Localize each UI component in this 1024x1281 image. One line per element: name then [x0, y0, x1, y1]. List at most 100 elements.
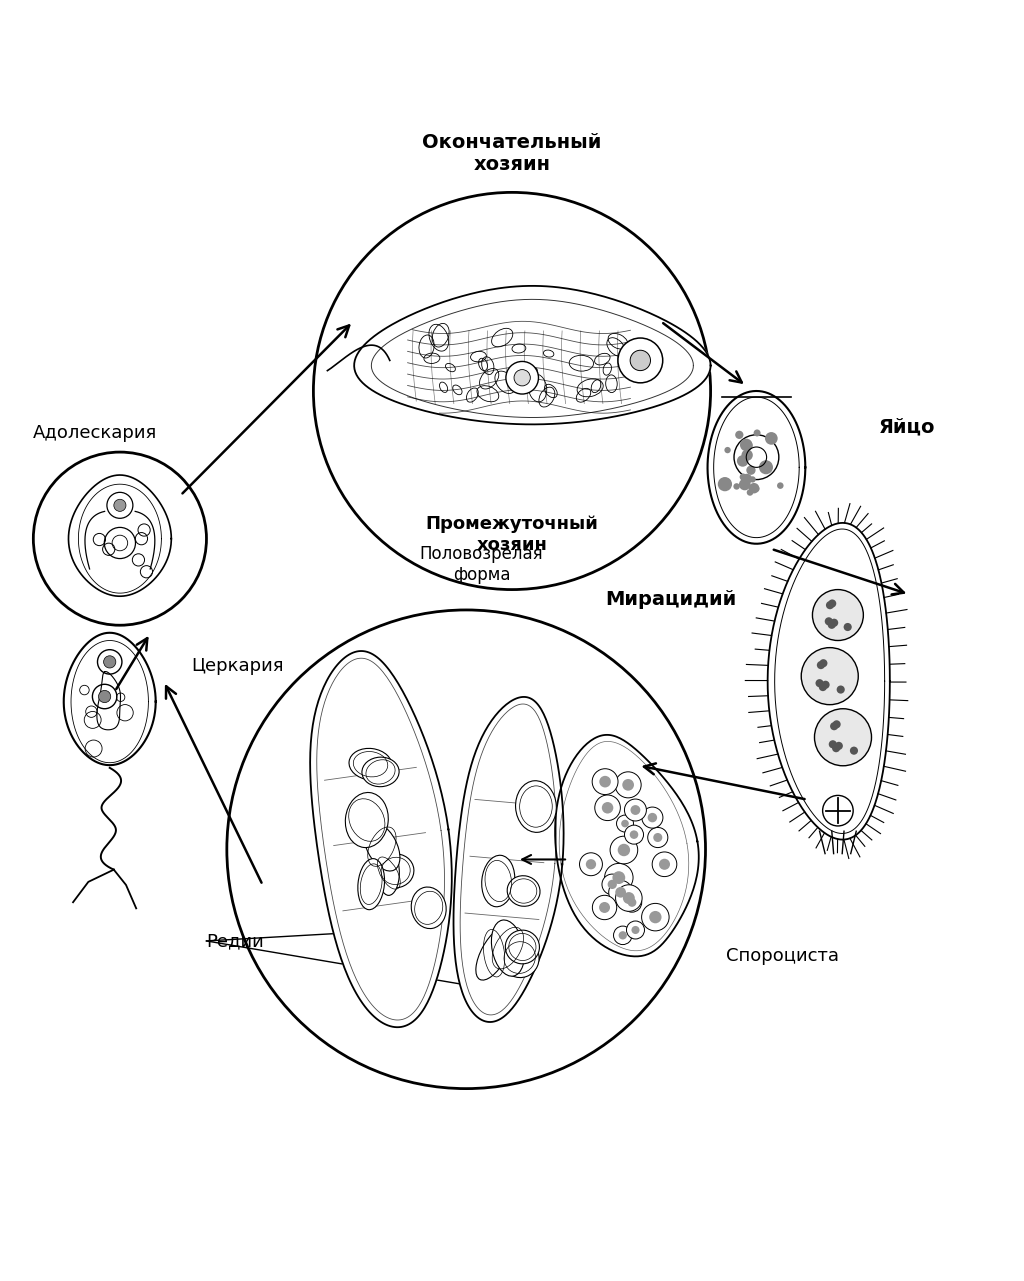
- Circle shape: [642, 807, 663, 828]
- Circle shape: [826, 601, 835, 610]
- Circle shape: [625, 825, 643, 844]
- Circle shape: [649, 911, 662, 924]
- Circle shape: [617, 844, 630, 856]
- Circle shape: [602, 802, 613, 813]
- Circle shape: [737, 455, 749, 466]
- Circle shape: [617, 338, 663, 383]
- Circle shape: [592, 895, 616, 920]
- Circle shape: [812, 589, 863, 640]
- Polygon shape: [708, 391, 805, 543]
- Circle shape: [733, 483, 740, 489]
- Polygon shape: [768, 523, 890, 839]
- Circle shape: [506, 361, 539, 395]
- Circle shape: [718, 477, 732, 492]
- Ellipse shape: [476, 926, 512, 980]
- Circle shape: [622, 820, 629, 828]
- Circle shape: [630, 350, 650, 370]
- Circle shape: [741, 450, 753, 461]
- Circle shape: [630, 830, 638, 839]
- Circle shape: [740, 438, 753, 451]
- Circle shape: [835, 742, 843, 749]
- Ellipse shape: [361, 757, 399, 787]
- Circle shape: [610, 836, 638, 863]
- Text: Яйцо: Яйцо: [879, 418, 935, 436]
- Ellipse shape: [515, 780, 556, 833]
- Circle shape: [817, 661, 825, 669]
- Circle shape: [844, 623, 852, 632]
- Polygon shape: [69, 475, 171, 596]
- Circle shape: [828, 600, 837, 607]
- Circle shape: [599, 902, 610, 913]
- Circle shape: [819, 660, 827, 667]
- Ellipse shape: [412, 886, 446, 929]
- Circle shape: [746, 489, 754, 496]
- Circle shape: [815, 679, 823, 687]
- Circle shape: [828, 740, 837, 748]
- Text: Спороциста: Спороциста: [726, 947, 839, 965]
- Circle shape: [623, 892, 635, 904]
- Circle shape: [580, 853, 602, 876]
- Circle shape: [830, 722, 839, 730]
- Circle shape: [724, 447, 731, 453]
- Ellipse shape: [349, 748, 392, 780]
- Circle shape: [735, 430, 743, 439]
- Circle shape: [741, 474, 753, 484]
- Polygon shape: [63, 633, 156, 765]
- Circle shape: [653, 833, 663, 842]
- Circle shape: [759, 460, 773, 474]
- Circle shape: [628, 898, 636, 907]
- Text: Адолескария: Адолескария: [34, 424, 158, 442]
- Circle shape: [833, 744, 840, 752]
- Circle shape: [648, 828, 668, 848]
- Circle shape: [607, 880, 616, 889]
- Polygon shape: [454, 697, 563, 1022]
- Circle shape: [627, 921, 644, 939]
- Circle shape: [623, 779, 634, 790]
- Polygon shape: [354, 286, 711, 424]
- Ellipse shape: [507, 876, 540, 906]
- Text: Редии: Редии: [207, 933, 264, 951]
- Circle shape: [827, 621, 836, 629]
- Circle shape: [103, 656, 116, 667]
- Ellipse shape: [501, 938, 539, 977]
- Circle shape: [814, 708, 871, 766]
- Circle shape: [613, 926, 632, 944]
- Circle shape: [625, 799, 646, 821]
- Circle shape: [608, 880, 633, 904]
- Circle shape: [765, 432, 777, 445]
- Circle shape: [754, 429, 761, 437]
- Text: Церкария: Церкария: [191, 657, 284, 675]
- Circle shape: [821, 680, 829, 689]
- Circle shape: [616, 815, 634, 833]
- Circle shape: [631, 804, 640, 815]
- Ellipse shape: [357, 858, 385, 910]
- Circle shape: [822, 796, 853, 826]
- Ellipse shape: [378, 851, 399, 895]
- Circle shape: [742, 441, 753, 451]
- Circle shape: [652, 852, 677, 876]
- Text: Промежуточный
хозяин: Промежуточный хозяин: [426, 515, 598, 553]
- Circle shape: [602, 874, 623, 894]
- Circle shape: [850, 747, 858, 755]
- Circle shape: [659, 858, 670, 870]
- Polygon shape: [310, 651, 452, 1027]
- Text: Половозрелая
форма: Половозрелая форма: [420, 544, 544, 584]
- Circle shape: [599, 776, 611, 788]
- Circle shape: [92, 684, 117, 708]
- Circle shape: [750, 477, 756, 483]
- Circle shape: [647, 813, 657, 822]
- Circle shape: [833, 720, 841, 729]
- Circle shape: [819, 683, 827, 692]
- Circle shape: [595, 796, 621, 821]
- Circle shape: [514, 370, 530, 386]
- Circle shape: [642, 903, 669, 931]
- Circle shape: [592, 769, 618, 794]
- Circle shape: [615, 885, 642, 911]
- Circle shape: [98, 690, 111, 702]
- Ellipse shape: [378, 854, 414, 888]
- Circle shape: [632, 926, 640, 934]
- Circle shape: [604, 863, 633, 892]
- Text: Мирацидий: Мирацидий: [605, 591, 736, 610]
- Circle shape: [749, 483, 759, 493]
- Circle shape: [106, 492, 133, 519]
